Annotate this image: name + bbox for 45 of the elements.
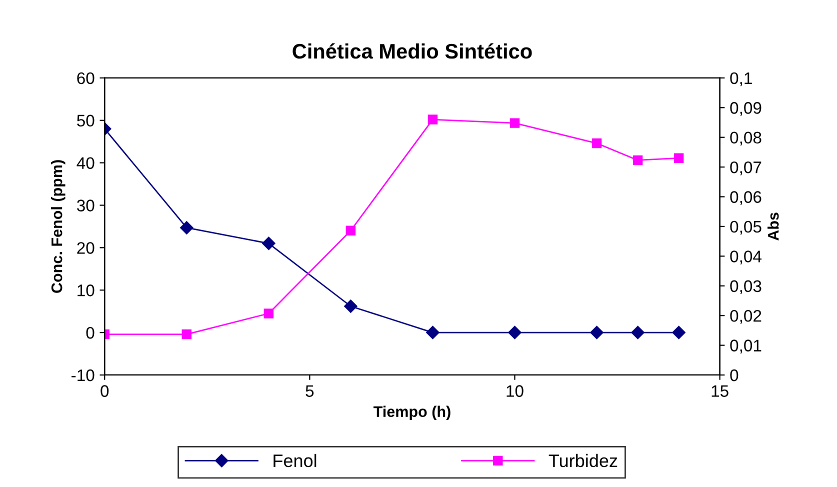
- y2-tick-label: 0,02: [730, 310, 762, 324]
- y-tick-label: -10: [72, 369, 94, 382]
- y2-tick-label: 0,01: [730, 340, 762, 354]
- y2-axis-title: Abs: [768, 212, 779, 241]
- y-tick-label: 20: [77, 242, 94, 254]
- point: [592, 138, 602, 148]
- y-axis-title: Conc. Fenol (ppm): [51, 160, 66, 293]
- y-tick-label: 60: [77, 72, 94, 84]
- y2-tick-label: 0: [730, 369, 738, 382]
- x-tick-label: 15: [712, 385, 728, 397]
- legend-label: Fenol: [274, 454, 316, 468]
- y2-tick-label: 0,1: [730, 72, 752, 86]
- point: [426, 326, 440, 340]
- point: [262, 236, 276, 250]
- point: [510, 118, 520, 128]
- y2-tick-label: 0,03: [730, 280, 762, 294]
- point: [632, 155, 643, 166]
- y-tick-label: 30: [77, 200, 94, 212]
- point: [672, 326, 686, 340]
- point: [631, 326, 644, 340]
- point: [180, 221, 194, 234]
- y2-tick-label: 0,08: [730, 132, 762, 146]
- chart-title: Cinética Medio Sintético: [292, 43, 532, 59]
- x-tick-label: 0: [100, 385, 109, 397]
- point: [428, 114, 438, 124]
- y-tick-label: 50: [77, 114, 94, 127]
- x-tick-label: 10: [506, 385, 524, 397]
- point: [182, 329, 192, 340]
- y-tick-label: 40: [76, 157, 94, 169]
- y2-tick-label: 0,09: [730, 102, 762, 116]
- y2-tick-label: 0,05: [730, 220, 762, 235]
- x-tick-label: 5: [306, 385, 314, 397]
- y-tick-label: 0: [86, 326, 94, 339]
- point: [264, 308, 274, 318]
- y2-tick-label: 0,06: [730, 191, 762, 205]
- y2-tick-label: 0,04: [730, 250, 762, 264]
- y2-tick-label: 0,07: [730, 161, 762, 176]
- x-axis-title: Tiempo (h): [373, 406, 450, 420]
- point: [590, 326, 604, 340]
- point: [508, 326, 522, 340]
- point: [674, 153, 684, 163]
- point: [346, 226, 356, 236]
- y-tick-label: 10: [78, 284, 94, 296]
- point: [344, 300, 358, 313]
- legend-label: Turbidez: [548, 454, 618, 468]
